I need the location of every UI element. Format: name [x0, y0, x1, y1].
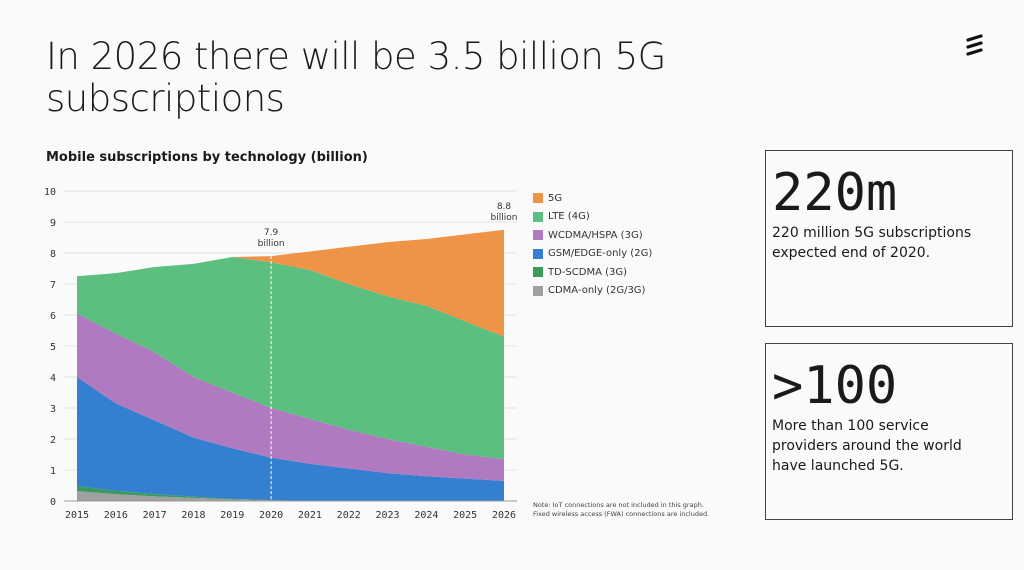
x-tick-label: 2019: [220, 510, 244, 521]
chart-title: Mobile subscriptions by technology (bill…: [46, 150, 368, 165]
annotation-unit: billion: [491, 213, 518, 223]
legend-label: LTE (4G): [548, 211, 590, 223]
area-gsm-edge-only-2g-: [77, 377, 504, 501]
note-line: Fixed wireless access (FWA) connections …: [533, 510, 710, 518]
y-tick-label: 6: [50, 311, 56, 322]
x-tick-label: 2018: [181, 510, 205, 521]
stat-description: 220 million 5G subscriptions expected en…: [772, 225, 972, 261]
area-5g: [77, 229, 504, 337]
y-tick-label: 3: [50, 404, 56, 415]
x-tick-label: 2025: [453, 510, 477, 521]
area-wcdma-hspa-3g-: [77, 313, 504, 481]
stat-value: >100: [772, 356, 898, 416]
area-lte-4g-: [77, 257, 504, 460]
y-tick-label: 7: [50, 280, 56, 291]
y-tick-label: 0: [50, 497, 56, 508]
legend-swatch: [533, 230, 543, 241]
y-tick-label: 4: [50, 373, 56, 384]
legend-label: 5G: [548, 192, 563, 204]
y-tick-label: 5: [50, 342, 56, 353]
x-tick-label: 2022: [337, 510, 361, 521]
legend-swatch: [533, 248, 543, 259]
x-tick-label: 2024: [414, 510, 438, 521]
y-tick-label: 10: [44, 187, 56, 198]
legend-label: TD-SCDMA (3G): [548, 266, 628, 278]
note-line: Note: IoT connections are not included i…: [533, 501, 704, 509]
y-tick-label: 2: [50, 435, 56, 446]
y-tick-label: 9: [50, 218, 56, 229]
legend-label: CDMA-only (2G/3G): [548, 285, 646, 297]
y-tick-label: 1: [50, 466, 56, 477]
ericsson-logo-icon: [966, 34, 983, 56]
legend-item: TD-SCDMA (3G): [533, 263, 652, 282]
x-tick-label: 2023: [375, 510, 399, 521]
legend-label: GSM/EDGE-only (2G): [548, 248, 653, 260]
legend-item: GSM/EDGE-only (2G): [533, 245, 652, 264]
area-td-scdma-3g-: [77, 486, 504, 501]
legend-swatch: [533, 285, 543, 296]
legend-swatch: [533, 211, 543, 222]
x-tick-label: 2026: [492, 510, 516, 521]
stat-value: 220m: [772, 163, 898, 223]
legend-label: WCDMA/HSPA (3G): [548, 229, 643, 241]
legend-swatch: [533, 267, 543, 278]
annotation-value: 7.9: [264, 228, 279, 238]
x-tick-label: 2016: [104, 510, 128, 521]
legend-item: WCDMA/HSPA (3G): [533, 226, 652, 245]
chart-note: Note: IoT connections are not included i…: [533, 501, 709, 519]
x-tick-label: 2015: [65, 510, 89, 521]
legend-item: CDMA-only (2G/3G): [533, 282, 652, 301]
y-tick-label: 8: [50, 249, 56, 260]
x-tick-label: 2020: [259, 510, 283, 521]
annotation-value: 8.8: [497, 202, 512, 212]
x-tick-label: 2021: [298, 510, 322, 521]
stat-description: More than 100 service providers around t…: [772, 418, 962, 474]
legend-swatch: [533, 193, 543, 204]
chart-legend: 5G LTE (4G) WCDMA/HSPA (3G) GSM/EDGE-only (…: [533, 189, 652, 300]
area-cdma-only-2g-3g-: [77, 491, 504, 501]
annotation-unit: billion: [258, 239, 285, 249]
legend-item: LTE (4G): [533, 208, 652, 227]
stat-card-5g-subscriptions: 220m 220 million 5G subscriptions expect…: [765, 150, 1013, 327]
stat-card-service-providers: >100 More than 100 service providers aro…: [765, 343, 1013, 520]
page-title: In 2026 there will be 3.5 billion 5G sub…: [46, 35, 666, 120]
legend-item: 5G: [533, 189, 652, 208]
x-tick-label: 2017: [143, 510, 167, 521]
